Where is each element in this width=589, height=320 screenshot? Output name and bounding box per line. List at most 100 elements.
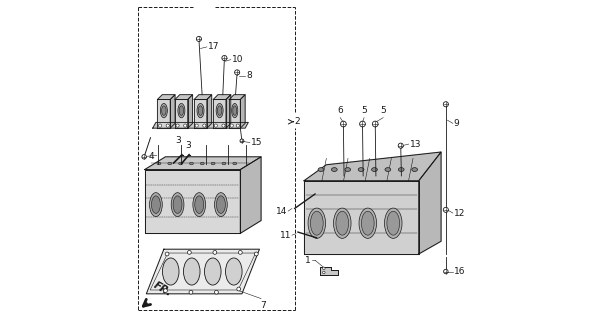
Polygon shape: [175, 100, 188, 128]
Ellipse shape: [372, 168, 378, 172]
Polygon shape: [320, 267, 337, 275]
Ellipse shape: [398, 168, 404, 172]
Ellipse shape: [359, 208, 376, 238]
Ellipse shape: [163, 258, 179, 285]
Circle shape: [214, 124, 217, 127]
Ellipse shape: [310, 211, 323, 235]
Circle shape: [340, 121, 346, 127]
Circle shape: [187, 251, 191, 254]
Polygon shape: [213, 100, 226, 128]
Polygon shape: [304, 181, 419, 254]
Circle shape: [222, 124, 225, 127]
Circle shape: [323, 267, 325, 270]
Polygon shape: [157, 100, 170, 128]
Circle shape: [165, 252, 169, 256]
Circle shape: [239, 251, 242, 254]
Ellipse shape: [200, 162, 204, 165]
Circle shape: [203, 124, 206, 127]
Ellipse shape: [173, 196, 182, 213]
Text: 5: 5: [361, 106, 367, 115]
Text: 5: 5: [380, 106, 386, 115]
Circle shape: [236, 124, 239, 127]
Circle shape: [176, 124, 179, 127]
Polygon shape: [229, 100, 240, 128]
Text: 15: 15: [251, 138, 262, 147]
Ellipse shape: [204, 258, 221, 285]
Ellipse shape: [216, 196, 226, 213]
Text: 11: 11: [280, 231, 292, 240]
Circle shape: [360, 121, 365, 127]
Ellipse shape: [336, 211, 349, 235]
Polygon shape: [146, 249, 259, 294]
Circle shape: [184, 124, 187, 127]
Ellipse shape: [233, 162, 237, 165]
Text: 3: 3: [176, 136, 181, 145]
Polygon shape: [207, 95, 211, 128]
Polygon shape: [213, 95, 231, 100]
Polygon shape: [240, 95, 245, 128]
Circle shape: [444, 207, 448, 212]
Ellipse shape: [198, 106, 203, 116]
Text: 7: 7: [260, 301, 266, 310]
Circle shape: [142, 155, 146, 159]
Circle shape: [240, 139, 244, 143]
Polygon shape: [170, 95, 175, 128]
Text: 16: 16: [454, 267, 465, 276]
Text: 6: 6: [337, 106, 343, 115]
Ellipse shape: [231, 103, 238, 118]
Ellipse shape: [214, 193, 227, 217]
Circle shape: [230, 124, 233, 127]
Polygon shape: [145, 157, 261, 170]
Ellipse shape: [216, 103, 223, 118]
Ellipse shape: [318, 168, 324, 172]
Circle shape: [254, 252, 258, 256]
Ellipse shape: [150, 193, 163, 217]
Circle shape: [158, 124, 161, 127]
Ellipse shape: [171, 193, 184, 217]
Text: 3: 3: [185, 141, 191, 150]
Ellipse shape: [217, 106, 222, 116]
Text: 2: 2: [294, 117, 300, 126]
Text: 4: 4: [148, 152, 154, 161]
Ellipse shape: [385, 208, 402, 238]
Circle shape: [234, 70, 240, 75]
Ellipse shape: [178, 103, 185, 118]
Circle shape: [444, 269, 448, 274]
Circle shape: [213, 251, 217, 254]
Ellipse shape: [345, 168, 350, 172]
Polygon shape: [188, 95, 193, 128]
Text: 12: 12: [454, 209, 465, 218]
Ellipse shape: [197, 103, 204, 118]
Text: 9: 9: [454, 119, 459, 129]
Ellipse shape: [160, 103, 167, 118]
Polygon shape: [194, 95, 211, 100]
Text: 14: 14: [276, 207, 287, 216]
Polygon shape: [175, 95, 193, 100]
Circle shape: [195, 124, 198, 127]
Ellipse shape: [211, 162, 215, 165]
Circle shape: [237, 287, 241, 291]
Ellipse shape: [412, 168, 418, 172]
Circle shape: [398, 143, 403, 148]
Ellipse shape: [183, 258, 200, 285]
Ellipse shape: [190, 162, 193, 165]
Ellipse shape: [387, 211, 400, 235]
Polygon shape: [419, 152, 441, 254]
Ellipse shape: [178, 162, 183, 165]
Polygon shape: [240, 157, 261, 233]
Ellipse shape: [308, 208, 326, 238]
Circle shape: [164, 289, 167, 292]
Ellipse shape: [358, 168, 364, 172]
Ellipse shape: [195, 196, 204, 213]
Ellipse shape: [362, 211, 374, 235]
Text: 10: 10: [231, 55, 243, 64]
Ellipse shape: [333, 208, 351, 238]
Ellipse shape: [151, 196, 160, 213]
Text: 17: 17: [208, 42, 219, 52]
Ellipse shape: [332, 168, 337, 172]
Circle shape: [189, 290, 193, 294]
Circle shape: [196, 36, 201, 42]
Text: 13: 13: [409, 140, 421, 148]
Text: 1: 1: [305, 256, 311, 265]
Ellipse shape: [179, 106, 184, 116]
